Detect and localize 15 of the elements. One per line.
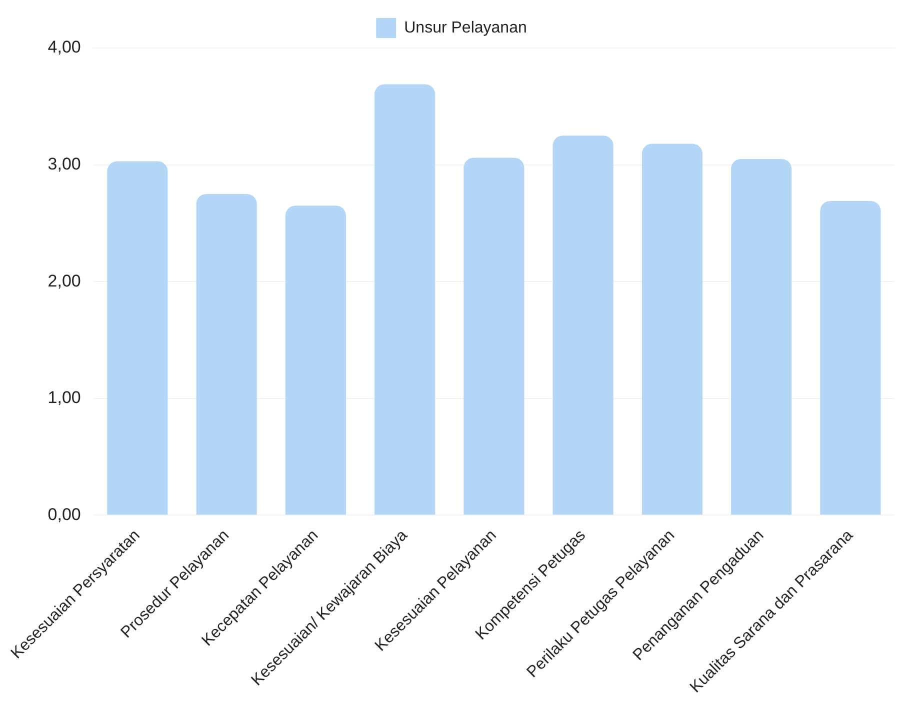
y-tick-label: 3,00 — [48, 154, 81, 174]
legend-label: Unsur Pelayanan — [404, 19, 527, 36]
bar — [820, 201, 881, 515]
bar — [552, 136, 614, 515]
bar — [107, 161, 168, 515]
bar — [464, 158, 524, 515]
bar — [642, 144, 702, 515]
y-tick-label: 2,00 — [48, 271, 81, 290]
y-tick-label: 4,00 — [48, 38, 81, 57]
bar — [196, 194, 257, 515]
y-tick-label: 0,00 — [48, 504, 81, 524]
y-tick-label: 1,00 — [48, 388, 81, 408]
bar — [285, 206, 346, 515]
bar — [731, 158, 792, 515]
bar — [374, 84, 436, 515]
